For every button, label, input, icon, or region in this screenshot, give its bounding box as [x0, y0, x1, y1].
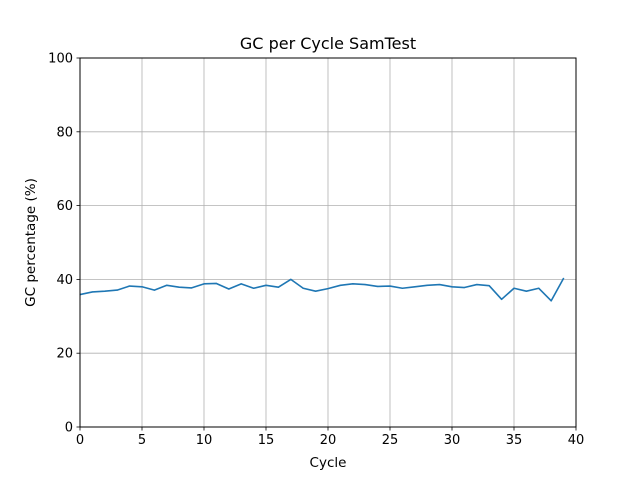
data-point	[439, 283, 441, 286]
data-point	[364, 283, 366, 286]
data-point	[414, 286, 416, 288]
x-tick-label: 20	[320, 433, 337, 448]
data-point	[513, 287, 515, 289]
axis-ticks: 0 5 10 15 20 25 30 35 40 0 20 40 60 80 100	[48, 52, 584, 449]
y-tick-label: 0	[65, 421, 73, 436]
x-tick-label: 10	[196, 433, 213, 448]
x-tick-label: 15	[258, 433, 275, 448]
data-point	[178, 286, 180, 288]
gc-series-line	[79, 277, 565, 302]
data-point	[166, 284, 168, 286]
x-tick-label: 40	[568, 433, 585, 448]
data-point	[290, 278, 292, 280]
y-tick-label: 80	[56, 125, 73, 140]
y-tick-label: 100	[48, 52, 73, 67]
data-point	[352, 283, 354, 285]
data-point	[501, 298, 503, 300]
data-point	[153, 289, 155, 291]
data-point	[203, 283, 205, 285]
data-point	[315, 290, 317, 292]
data-point	[240, 283, 242, 285]
data-point	[327, 288, 329, 290]
data-point	[476, 283, 478, 286]
data-point	[463, 286, 465, 289]
data-point	[550, 300, 552, 302]
x-tick-label: 35	[506, 433, 523, 448]
data-point	[488, 285, 490, 287]
data-point	[228, 288, 230, 290]
data-point	[538, 287, 540, 289]
data-point	[302, 287, 304, 289]
data-point	[389, 285, 391, 287]
y-tick-label: 40	[56, 273, 73, 288]
data-point	[563, 277, 565, 279]
data-point	[253, 287, 255, 289]
x-axis-label: Cycle	[310, 455, 347, 471]
y-axis-label: GC percentage (%)	[23, 178, 39, 307]
data-point	[91, 291, 93, 293]
y-tick-label: 60	[56, 199, 73, 214]
data-point	[426, 284, 428, 286]
data-point	[339, 284, 341, 286]
data-point	[104, 290, 106, 292]
data-point	[116, 289, 118, 291]
data-point	[377, 285, 379, 288]
grid	[79, 57, 577, 428]
x-tick-label: 5	[138, 433, 146, 448]
data-point	[215, 282, 217, 285]
chart-title: GC per Cycle SamTest	[240, 34, 416, 53]
data-point	[401, 287, 403, 289]
data-point	[451, 286, 453, 288]
x-tick-label: 30	[444, 433, 461, 448]
data-point	[129, 285, 131, 287]
data-point	[277, 286, 279, 288]
x-tick-label: 0	[76, 433, 84, 448]
series-layer	[79, 277, 565, 302]
data-point	[265, 284, 267, 286]
data-point	[525, 290, 528, 292]
data-point	[141, 286, 143, 288]
x-tick-label: 25	[382, 433, 399, 448]
y-tick-label: 20	[56, 347, 73, 362]
data-point	[191, 287, 193, 289]
